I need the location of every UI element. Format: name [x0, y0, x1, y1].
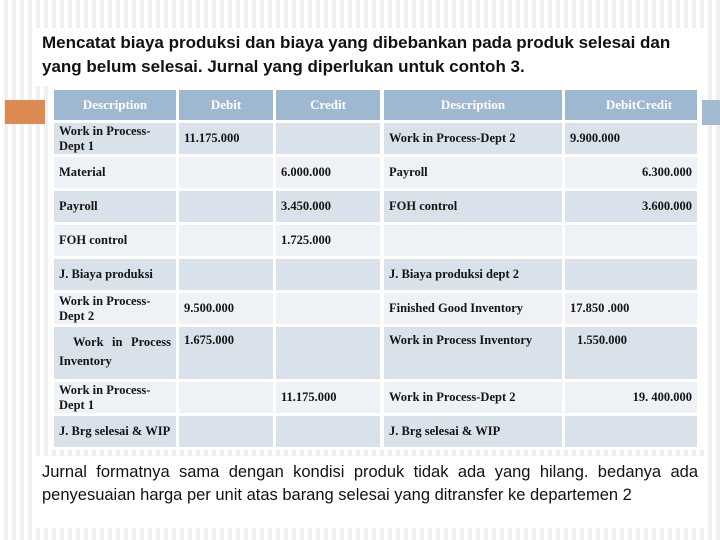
orange-accent-bar	[5, 100, 45, 124]
cell-credit: 19. 400.000	[565, 382, 697, 413]
cell-debit: 9.900.000	[565, 123, 697, 154]
cell-description: Work in Process Inventory	[54, 327, 176, 379]
left-journal-table: Description Debit Credit Work in Process…	[54, 90, 380, 447]
cell-credit: 6.300.000	[565, 157, 697, 188]
cell-description: Payroll	[54, 191, 176, 222]
title-background-panel	[36, 28, 704, 86]
cell-description: J. Biaya produksi dept 2	[384, 259, 562, 290]
header-description: Description	[384, 90, 562, 120]
cell-description: Work in Process-Dept 2	[384, 123, 562, 154]
cell-credit	[276, 416, 380, 447]
cell-description: J. Brg selesai & WIP	[384, 416, 562, 447]
cell-credit: 3.450.000	[276, 191, 380, 222]
cell-value	[565, 225, 697, 256]
cell-credit: 1.725.000	[276, 225, 380, 256]
cell-value	[565, 259, 697, 290]
cell-description: Work in Process-Dept 1	[54, 123, 176, 154]
cell-credit: 11.175.000	[276, 382, 380, 413]
cell-credit	[276, 327, 380, 379]
cell-credit	[276, 123, 380, 154]
header-credit: Credit	[636, 97, 673, 112]
cell-description: Payroll	[384, 157, 562, 188]
cell-credit	[276, 259, 380, 290]
cell-description: FOH control	[54, 225, 176, 256]
footer-note: Jurnal formatnya sama dengan kondisi pro…	[42, 463, 698, 504]
right-journal-table: Description Debit Credit Work in Process…	[384, 90, 697, 447]
blue-accent-stub	[702, 100, 720, 125]
header-debit-credit: Debit Credit	[565, 90, 697, 120]
cell-debit	[179, 259, 273, 290]
footer-background-panel	[36, 456, 704, 528]
cell-description: Work in Process-Dept 1	[54, 382, 176, 413]
cell-description: Work in Process Inventory	[384, 327, 562, 379]
cell-description: J. Biaya produksi	[54, 259, 176, 290]
cell-description	[384, 225, 562, 256]
cell-description: Work in Process-Dept 2	[384, 382, 562, 413]
header-credit: Credit	[276, 90, 380, 120]
header-debit: Debit	[179, 90, 273, 120]
cell-debit	[179, 191, 273, 222]
cell-debit: 9.500.000	[179, 293, 273, 324]
header-description: Description	[54, 90, 176, 120]
cell-description: Finished Good Inventory	[384, 293, 562, 324]
cell-credit	[276, 293, 380, 324]
cell-debit	[179, 416, 273, 447]
cell-debit	[179, 382, 273, 413]
header-debit: Debit	[605, 97, 637, 112]
cell-description: Material	[54, 157, 176, 188]
slide-title: Mencatat biaya produksi dan biaya yang d…	[42, 33, 671, 76]
cell-description: Work in Process-Dept 2	[54, 293, 176, 324]
cell-value	[565, 416, 697, 447]
cell-description: FOH control	[384, 191, 562, 222]
cell-credit: 6.000.000	[276, 157, 380, 188]
cell-debit: 17.850 .000	[565, 293, 697, 324]
cell-debit: 1.675.000	[179, 327, 273, 379]
cell-debit	[179, 157, 273, 188]
cell-debit: 1.550.000	[565, 327, 697, 379]
cell-credit: 3.600.000	[565, 191, 697, 222]
cell-debit: 11.175.000	[179, 123, 273, 154]
cell-description: J. Brg selesai & WIP	[54, 416, 176, 447]
cell-debit	[179, 225, 273, 256]
